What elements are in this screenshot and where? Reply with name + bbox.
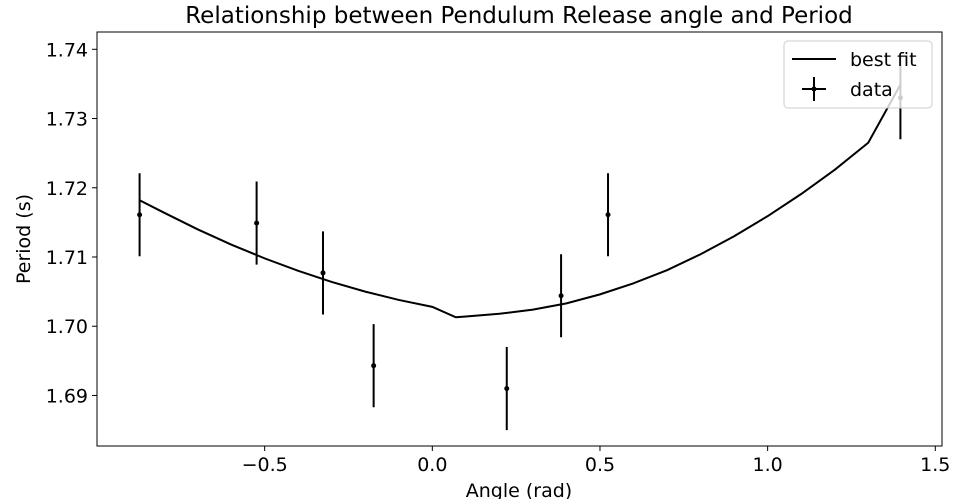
x-axis-ticks: −0.5 0.0 0.5 1.0 1.5 [242,446,950,476]
y-axis-label: Period (s) [13,194,35,284]
data-point [254,220,260,226]
y-axis-ticks: 1.69 1.70 1.71 1.72 1.73 1.74 [46,39,97,407]
x-tick-label: 0.0 [417,454,447,476]
y-tick-label: 1.70 [46,316,88,338]
legend-box [783,40,933,109]
legend-data-label: data [850,79,893,101]
data-point [137,212,143,218]
y-tick-label: 1.73 [46,109,88,131]
data-point [558,293,564,299]
y-tick-label: 1.69 [46,385,88,407]
best-fit-line [139,84,902,319]
data-point [371,363,377,369]
legend-best-fit-label: best fit [850,49,917,71]
y-tick-label: 1.71 [46,247,88,269]
data-layer [137,56,903,431]
data-point [320,270,326,276]
data-point [605,212,611,218]
y-tick-label: 1.74 [46,39,88,61]
x-tick-label: 1.5 [920,454,950,476]
x-tick-label: 1.0 [753,454,783,476]
y-tick-label: 1.72 [46,178,88,200]
legend-data-marker [811,86,817,92]
legend: best fit data [783,40,933,109]
x-axis-label: Angle (rad) [466,480,572,499]
chart-title: Relationship between Pendulum Release an… [185,3,853,29]
x-tick-label: −0.5 [242,454,288,476]
data-point [504,386,510,392]
fit-layer [139,84,902,319]
plot-area-frame [96,31,943,447]
x-tick-label: 0.5 [585,454,615,476]
